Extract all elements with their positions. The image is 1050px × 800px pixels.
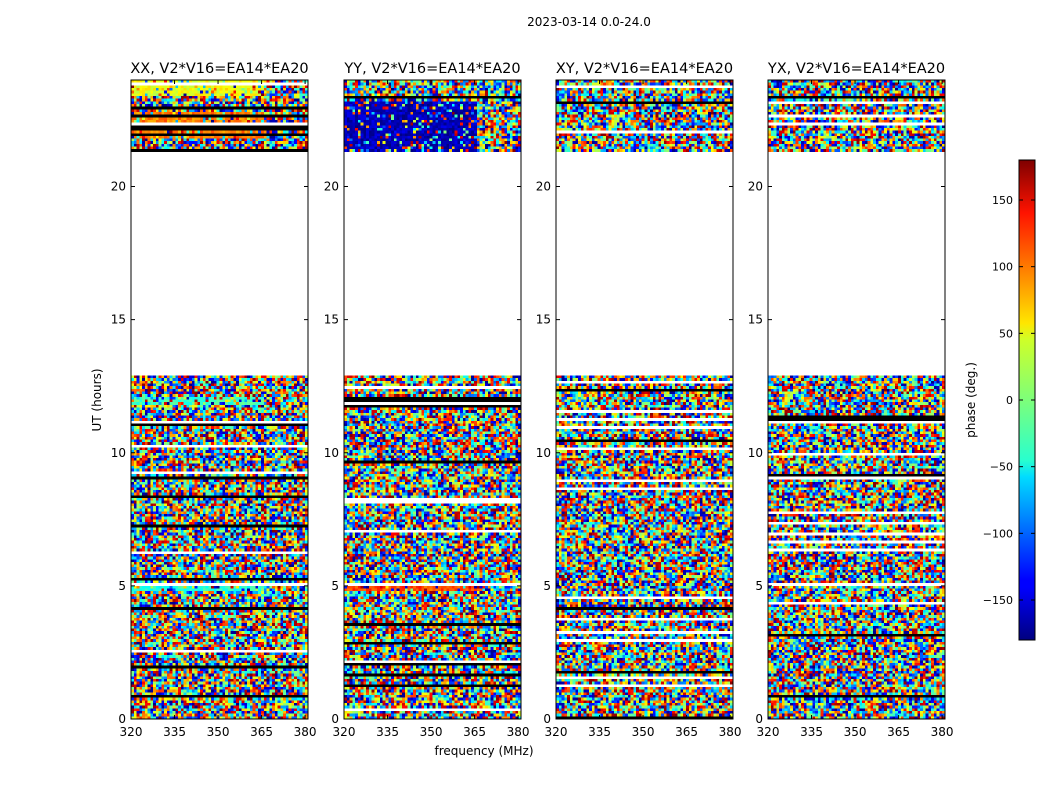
x-tick-label: 335	[588, 725, 611, 739]
plot-frame	[767, 79, 946, 720]
y-tick-label: 10	[748, 446, 763, 460]
x-tick-label: 335	[800, 725, 823, 739]
x-tick-label: 365	[675, 725, 698, 739]
x-tick-label: 380	[507, 725, 530, 739]
panel-title: YX, V2*V16=EA14*EA20	[767, 61, 945, 77]
x-tick-label: 335	[163, 725, 186, 739]
y-tick-label: 20	[536, 180, 551, 194]
x-tick-label: 380	[294, 725, 317, 739]
x-tick-label: 335	[376, 725, 399, 739]
colorbar-tick-label: −50	[990, 461, 1013, 474]
colorbar-ticks: −150 −100 −50 0 50 100 150	[983, 194, 1035, 607]
panel-yx: YX, V2*V16=EA14*EA20 320 335 350 365 380 0 5 10 1…	[748, 61, 954, 739]
heatmap-yx	[768, 80, 945, 719]
y-tick-label: 5	[543, 579, 551, 593]
heatmap-xx	[131, 80, 308, 719]
colorbar-tick-label: 0	[1006, 394, 1013, 407]
y-axis-label: UT (hours)	[90, 368, 104, 431]
panels: XX, V2*V16=EA14*EA20 320 335 350 365 380 0 5 10 1…	[111, 61, 954, 739]
colorbar: −150 −100 −50 0 50 100 150 phase (deg.)	[964, 159, 1036, 641]
y-tick-label: 10	[111, 446, 126, 460]
panel-yy: YY, V2*V16=EA14*EA20 320 335 350 365 380 0 5 10 1…	[324, 61, 530, 739]
y-tick-label: 10	[324, 446, 339, 460]
x-tick-label: 365	[250, 725, 273, 739]
colorbar-tick-label: −150	[983, 594, 1013, 607]
y-tick-label: 0	[331, 712, 339, 726]
panel-title: XY, V2*V16=EA14*EA20	[556, 61, 733, 77]
x-tick-label: 380	[931, 725, 954, 739]
colorbar-tick-label: −100	[983, 527, 1013, 540]
x-axis-label: frequency (MHz)	[434, 744, 533, 758]
colorbar-tick-label: 50	[999, 327, 1013, 340]
panel-title: YY, V2*V16=EA14*EA20	[343, 61, 520, 77]
y-tick-label: 5	[331, 579, 339, 593]
y-tick-label: 20	[324, 180, 339, 194]
colorbar-tick-label: 100	[992, 261, 1013, 274]
heatmap-xy	[556, 80, 733, 719]
x-tick-label: 320	[545, 725, 568, 739]
y-tick-label: 15	[748, 313, 763, 327]
colorbar-label: phase (deg.)	[964, 362, 978, 438]
plot-frame	[555, 79, 734, 720]
plot-frame	[343, 79, 522, 720]
plot-frame	[130, 79, 309, 720]
x-tick-label: 350	[632, 725, 655, 739]
y-tick-label: 0	[118, 712, 126, 726]
y-tick-label: 15	[324, 313, 339, 327]
y-tick-label: 10	[536, 446, 551, 460]
y-tick-label: 0	[543, 712, 551, 726]
x-tick-label: 320	[120, 725, 143, 739]
y-tick-label: 0	[755, 712, 763, 726]
y-tick-label: 15	[111, 313, 126, 327]
heatmap-yy	[344, 80, 521, 719]
x-tick-label: 350	[844, 725, 867, 739]
x-tick-label: 380	[719, 725, 742, 739]
x-tick-label: 350	[420, 725, 443, 739]
x-tick-label: 350	[207, 725, 230, 739]
y-tick-label: 5	[118, 579, 126, 593]
colorbar-tick-label: 150	[992, 194, 1013, 207]
x-tick-label: 365	[887, 725, 910, 739]
figure-suptitle: 2023-03-14 0.0-24.0	[527, 15, 651, 29]
x-tick-label: 320	[757, 725, 780, 739]
x-tick-label: 320	[333, 725, 356, 739]
y-tick-label: 5	[755, 579, 763, 593]
x-tick-label: 365	[463, 725, 486, 739]
panel-xy: XY, V2*V16=EA14*EA20 320 335 350 365 380 0 5 10 1…	[536, 61, 742, 739]
panel-title: XX, V2*V16=EA14*EA20	[130, 61, 308, 77]
y-tick-label: 20	[111, 180, 126, 194]
panel-xx: XX, V2*V16=EA14*EA20 320 335 350 365 380 0 5 10 1…	[111, 61, 317, 739]
y-tick-label: 15	[536, 313, 551, 327]
y-tick-label: 20	[748, 180, 763, 194]
